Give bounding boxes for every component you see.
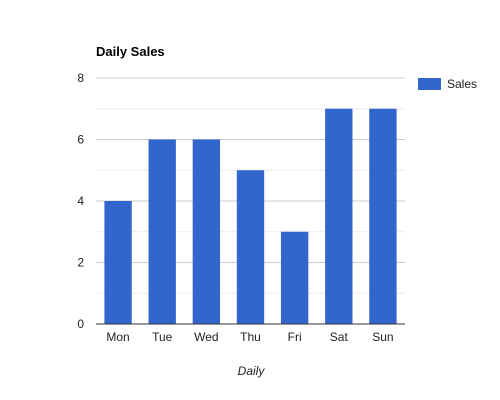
bar[interactable] — [369, 108, 397, 324]
x-tick-label: Tue — [152, 330, 173, 344]
y-tick-label: 4 — [77, 194, 84, 208]
bar[interactable] — [325, 108, 353, 324]
legend[interactable]: Sales — [418, 77, 477, 91]
bar[interactable] — [236, 170, 265, 324]
bars — [104, 108, 397, 325]
y-tick-label: 8 — [77, 71, 84, 85]
y-tick-labels: 0 2 4 6 8 — [77, 71, 84, 331]
x-axis-title: Daily — [238, 364, 266, 378]
bar[interactable] — [148, 139, 176, 325]
bar[interactable] — [192, 139, 221, 325]
x-tick-label: Mon — [106, 330, 129, 344]
x-tick-label: Sat — [330, 330, 349, 344]
x-tick-labels: Mon Tue Wed Thu Fri Sat Sun — [106, 330, 393, 344]
y-tick-label: 0 — [77, 317, 84, 331]
bar[interactable] — [280, 231, 309, 324]
legend-swatch — [418, 78, 441, 90]
bar[interactable] — [104, 201, 132, 324]
y-tick-label: 6 — [77, 133, 84, 147]
x-tick-label: Sun — [372, 330, 393, 344]
x-tick-label: Wed — [194, 330, 218, 344]
y-tick-label: 2 — [77, 256, 84, 270]
x-tick-label: Thu — [240, 330, 261, 344]
x-tick-label: Fri — [288, 330, 302, 344]
chart-title: Daily Sales — [96, 44, 165, 59]
legend-label: Sales — [447, 77, 477, 91]
